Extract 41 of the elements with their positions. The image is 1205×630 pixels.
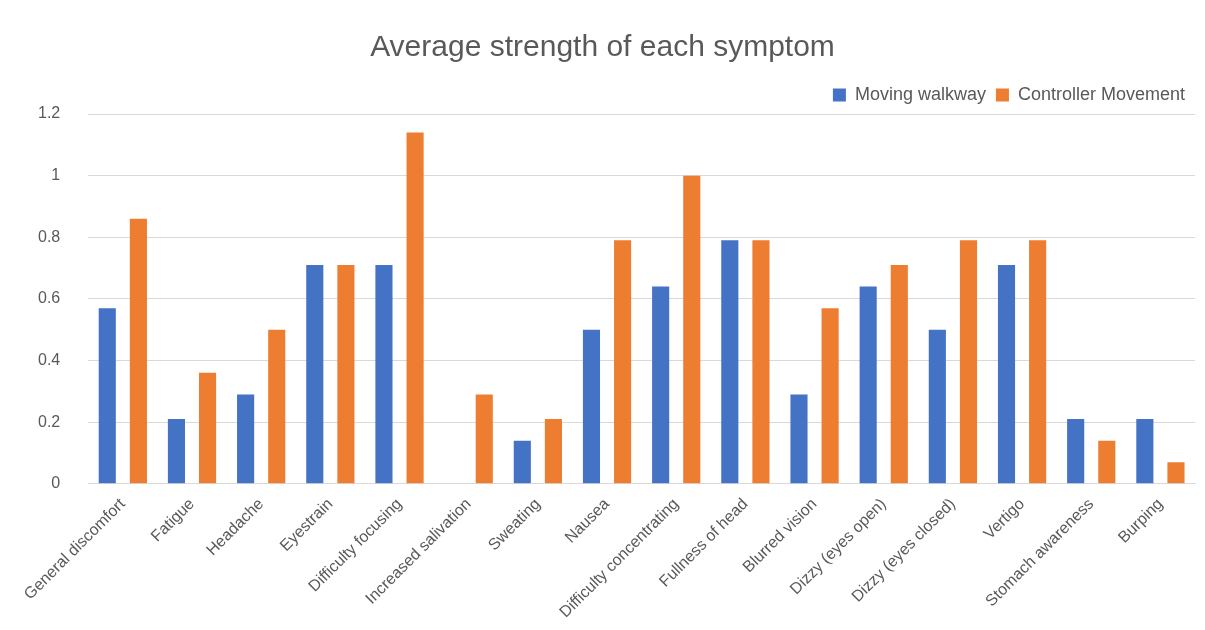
y-tick-label: 0.2 [37, 412, 61, 430]
bar [582, 329, 601, 484]
legend-label: Controller Movement [1017, 83, 1185, 104]
bar [337, 265, 355, 484]
bar [890, 265, 908, 484]
bar [652, 286, 670, 484]
bar [475, 394, 493, 484]
bar [268, 329, 286, 484]
y-tick-label: 1.2 [37, 104, 61, 122]
bar [375, 265, 393, 484]
y-tick-label: 0.6 [37, 289, 61, 307]
bar [997, 265, 1016, 484]
bar [790, 394, 808, 484]
bar [1167, 462, 1185, 484]
bar [406, 132, 424, 484]
bar [928, 329, 946, 484]
bar [98, 308, 116, 484]
y-tick-label: 0 [51, 474, 61, 492]
legend-label: Moving walkway [854, 83, 986, 104]
bar [721, 240, 739, 484]
bar [167, 419, 185, 484]
y-tick-label: 1 [51, 166, 61, 184]
bar [752, 240, 770, 484]
bar [1098, 440, 1116, 484]
bar [129, 218, 147, 484]
bar [859, 286, 877, 484]
bar [237, 394, 255, 484]
y-tick-label: 0.8 [37, 227, 61, 245]
bar [513, 440, 531, 484]
bar [306, 265, 324, 484]
bar [821, 308, 839, 484]
bar [544, 419, 562, 484]
y-tick-label: 0.4 [37, 350, 61, 368]
bar [1029, 240, 1047, 484]
bar [199, 372, 217, 484]
chart-title: Average strength of each symptom [370, 29, 835, 63]
bar [1067, 419, 1085, 484]
bar [683, 175, 701, 484]
bar [1136, 419, 1154, 484]
bar [614, 240, 632, 484]
bar [959, 240, 978, 484]
